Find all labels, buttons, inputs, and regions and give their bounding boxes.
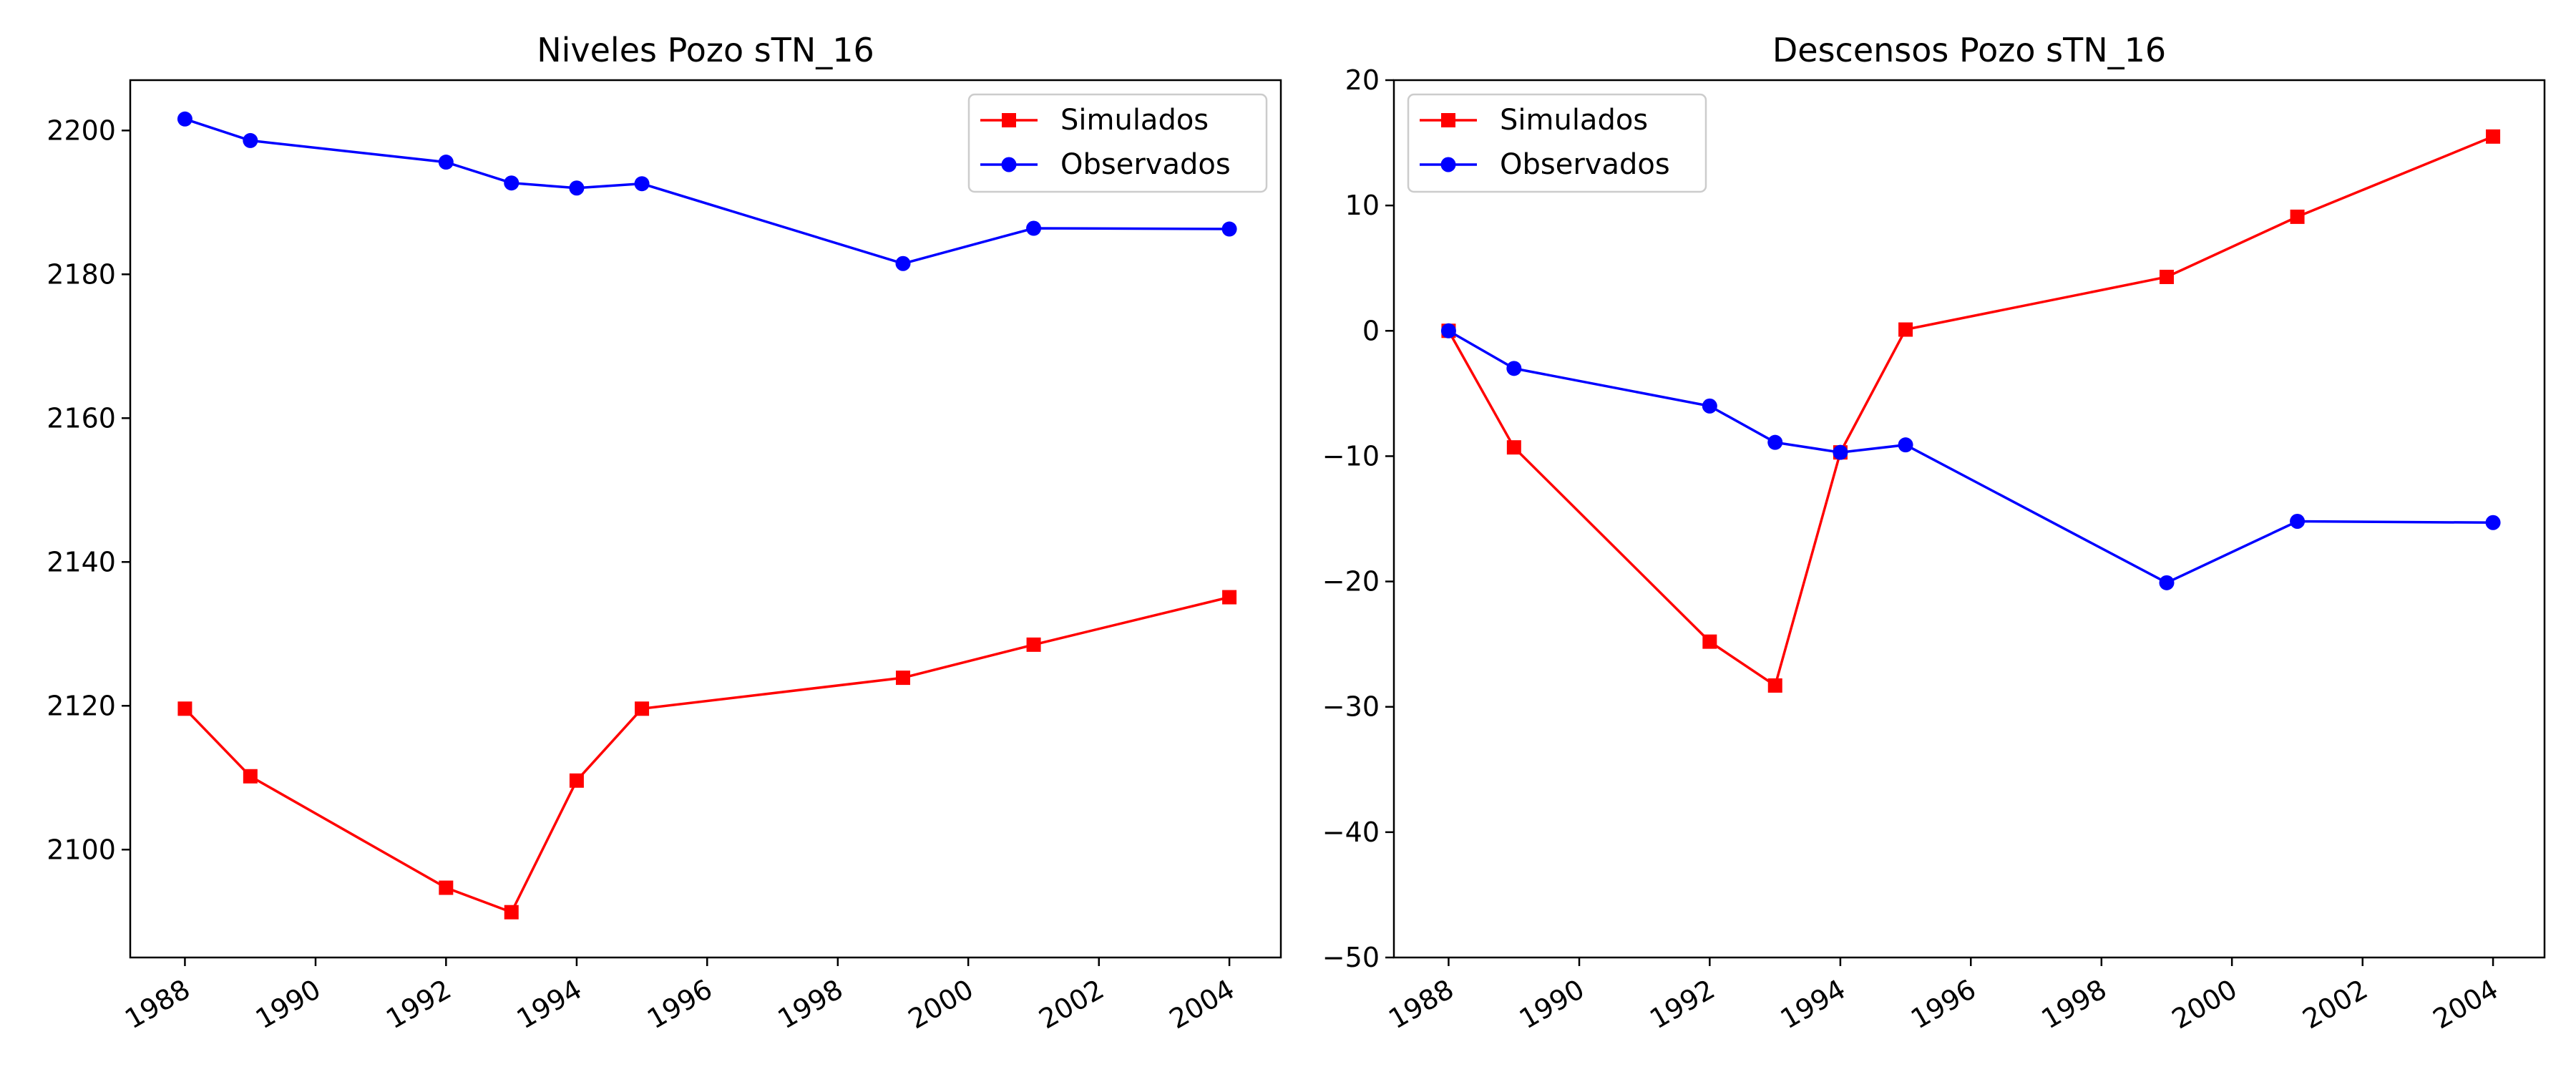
y-tick-label: 2140 xyxy=(47,546,116,578)
legend-box xyxy=(1407,93,1707,193)
legend-box xyxy=(967,93,1268,193)
y-tick-label: 2100 xyxy=(47,834,116,865)
x-tick-label: 1998 xyxy=(2036,973,2112,1035)
x-tick-label: 2004 xyxy=(1164,973,1240,1035)
y-tick-label: −10 xyxy=(1322,440,1380,472)
data-point-simulados xyxy=(177,701,192,716)
data-point-observados xyxy=(504,175,519,191)
x-tick-label: 1996 xyxy=(1906,973,1981,1035)
x-tick-label: 2002 xyxy=(2297,973,2373,1035)
legend-label: Simulados xyxy=(1500,104,1648,137)
x-tick-label: 1990 xyxy=(250,973,326,1035)
series-line-observados xyxy=(1448,329,2494,585)
y-tick-label: 2160 xyxy=(47,402,116,434)
y-tick-label: −30 xyxy=(1322,691,1380,723)
data-point-observados xyxy=(177,111,192,127)
data-point-simulados xyxy=(2486,129,2501,144)
y-tick-label: 20 xyxy=(1345,64,1380,96)
x-tick-label: 1994 xyxy=(1775,973,1851,1035)
data-point-observados xyxy=(1506,361,1522,376)
y-tick-label: 2180 xyxy=(47,258,116,290)
legend-marker-observados xyxy=(1440,157,1456,172)
data-point-observados xyxy=(243,132,258,148)
series-line-simulados xyxy=(1447,135,2494,688)
data-point-simulados xyxy=(1222,590,1237,605)
data-point-observados xyxy=(895,255,911,271)
y-tick-label: 0 xyxy=(1362,315,1380,346)
x-tick-label: 1992 xyxy=(1644,973,1720,1035)
data-point-observados xyxy=(2485,515,2501,530)
x-tick-label: 1992 xyxy=(381,973,457,1035)
data-point-simulados xyxy=(439,880,454,895)
data-point-observados xyxy=(2159,575,2175,590)
data-point-simulados xyxy=(1506,440,1521,455)
y-tick-label: −50 xyxy=(1322,942,1380,973)
chart-title: Niveles Pozo sTN_16 xyxy=(537,31,874,69)
data-point-simulados xyxy=(243,769,258,784)
axes-frame xyxy=(1392,79,2546,959)
x-tick-label: 1998 xyxy=(773,973,849,1035)
x-tick-label: 1988 xyxy=(1383,973,1459,1035)
data-point-simulados xyxy=(1767,678,1782,693)
data-point-observados xyxy=(1833,444,1848,460)
data-point-observados xyxy=(1702,398,1717,414)
y-tick-label: −40 xyxy=(1322,817,1380,848)
data-point-observados xyxy=(569,180,585,196)
data-point-observados xyxy=(1026,220,1042,236)
data-point-observados xyxy=(1440,323,1456,338)
data-point-simulados xyxy=(1898,322,1913,337)
data-point-simulados xyxy=(635,701,650,716)
chart-title: Descensos Pozo sTN_16 xyxy=(1772,31,2166,69)
data-point-observados xyxy=(1767,434,1783,450)
data-point-simulados xyxy=(569,773,584,788)
y-tick-label: 2120 xyxy=(47,690,116,721)
legend-label: Simulados xyxy=(1060,104,1209,137)
series-line-simulados xyxy=(184,595,1230,914)
legend-marker-simulados xyxy=(1002,113,1016,127)
x-tick-label: 1988 xyxy=(119,973,195,1035)
data-point-simulados xyxy=(2290,209,2305,224)
data-point-observados xyxy=(634,176,650,192)
y-tick-label: 10 xyxy=(1345,190,1380,221)
legend-label: Observados xyxy=(1060,148,1231,181)
legend-marker-observados xyxy=(1001,157,1017,172)
axes-frame xyxy=(129,79,1282,959)
data-point-simulados xyxy=(2159,269,2174,284)
data-point-simulados xyxy=(1026,637,1041,652)
x-tick-label: 2002 xyxy=(1033,973,1109,1035)
data-point-observados xyxy=(1898,437,1913,453)
x-tick-label: 1994 xyxy=(512,973,587,1035)
data-point-observados xyxy=(438,155,454,170)
y-tick-label: −20 xyxy=(1322,566,1380,598)
x-tick-label: 1990 xyxy=(1514,973,1590,1035)
x-tick-label: 1996 xyxy=(642,973,718,1035)
x-tick-label: 2000 xyxy=(2167,973,2243,1035)
data-point-observados xyxy=(2290,514,2306,530)
x-tick-label: 2000 xyxy=(903,973,979,1035)
data-point-simulados xyxy=(895,671,910,686)
data-point-observados xyxy=(1221,221,1237,237)
x-tick-label: 2004 xyxy=(2428,973,2504,1035)
y-tick-label: 2200 xyxy=(47,114,116,146)
legend-label: Observados xyxy=(1500,148,1670,181)
data-point-simulados xyxy=(504,905,519,920)
data-point-simulados xyxy=(1702,634,1717,649)
legend-marker-simulados xyxy=(1441,113,1455,127)
